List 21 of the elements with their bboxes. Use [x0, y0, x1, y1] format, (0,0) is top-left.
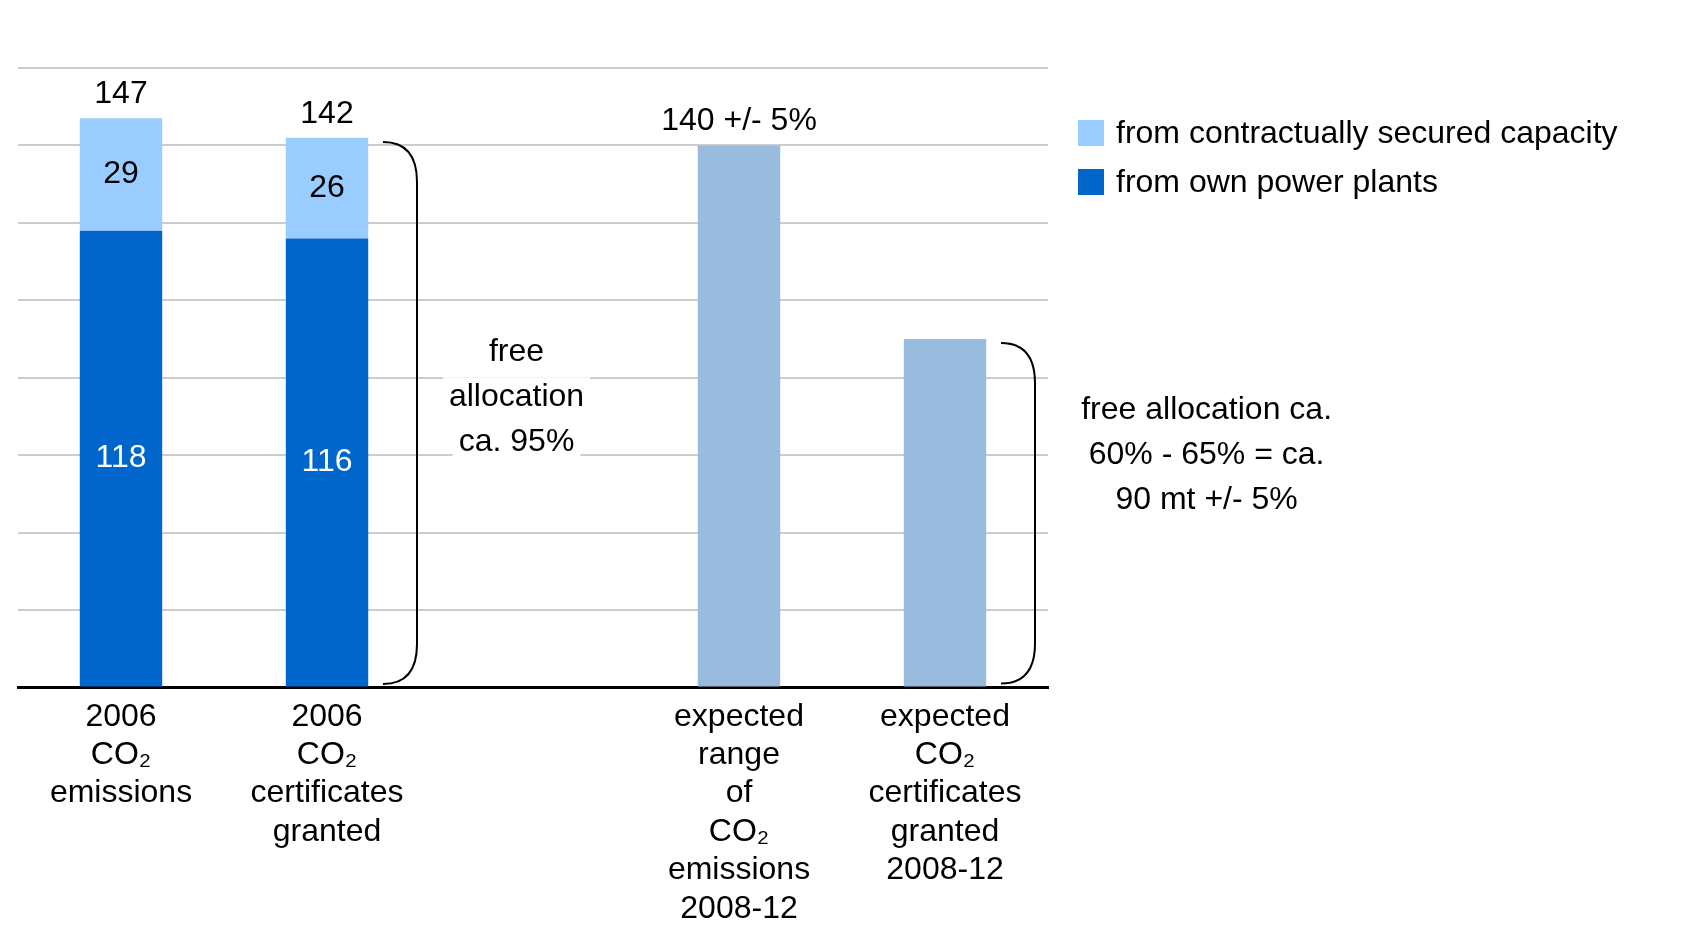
x-tick-label: expected CO₂ certificates granted 2008-12 — [868, 696, 1022, 887]
legend-label: from own power plants — [1116, 162, 1438, 201]
data-label: 116 — [301, 442, 353, 479]
bar — [285, 137, 369, 239]
data-label: 140 +/- 5% — [661, 101, 817, 138]
data-label: 26 — [309, 167, 345, 204]
total-label: 147 — [94, 74, 148, 111]
x-tick-label: 2006 CO₂ emissions — [49, 696, 193, 810]
bar — [79, 118, 163, 231]
annotation: free allocation ca. 95% — [448, 331, 585, 458]
x-tick-label: 2006 CO₂ certificates granted — [250, 696, 404, 848]
bar — [285, 238, 369, 687]
x-tick-label: expected range of CO₂ emissions 2008-12 — [667, 696, 811, 925]
data-label: 118 — [95, 438, 147, 475]
bar — [903, 339, 987, 687]
text: free allocation ca. 60% - 65% = ca. 90 mt +/- 5% — [1081, 390, 1333, 517]
bar — [697, 145, 781, 687]
data-label: 29 — [103, 154, 139, 191]
legend-label: from contractually secured capacity — [1116, 113, 1618, 152]
bar — [79, 230, 163, 687]
total-label: 142 — [300, 93, 354, 130]
